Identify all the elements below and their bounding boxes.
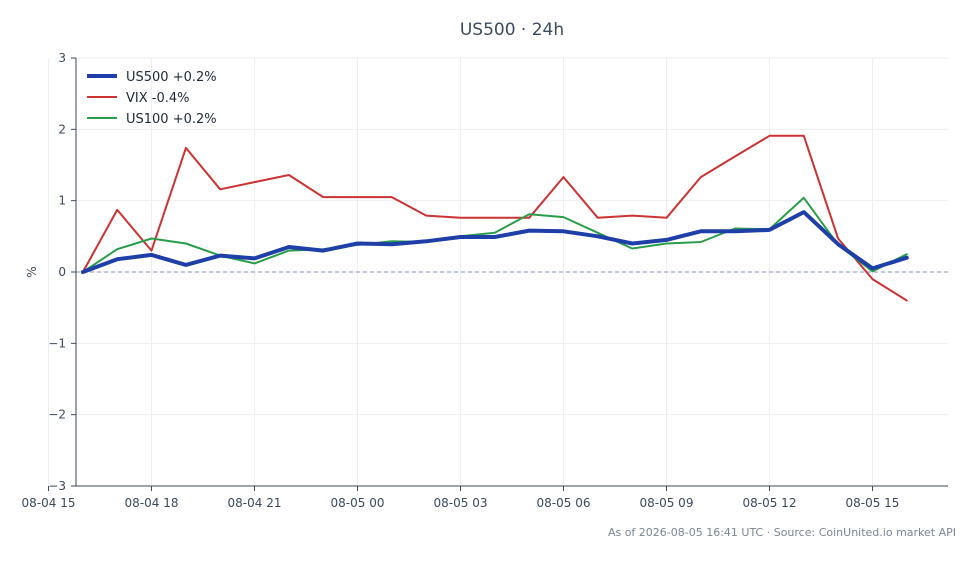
y-tick-label: 0 (58, 265, 66, 279)
axes: −3 −2 −1 0 1 2 3 08-04 15 08-04 18 08-04 21 08-05 … (22, 51, 948, 510)
x-tick-label: 08-05 09 (640, 496, 694, 510)
grid (48, 57, 948, 487)
series-group (80, 134, 909, 302)
y-tick-label: −3 (48, 479, 66, 493)
x-tick-label: 08-05 06 (537, 496, 591, 510)
legend-label: VIX -0.4% (126, 91, 189, 106)
y-tick-label: 3 (58, 51, 66, 65)
source-footnote: As of 2026-08-05 16:41 UTC · Source: Coi… (607, 526, 956, 539)
x-tick-label: 08-04 18 (125, 496, 179, 510)
x-tick-label: 08-05 03 (434, 496, 488, 510)
legend-label: US100 +0.2% (126, 112, 217, 127)
legend: US500 +0.2% VIX -0.4% US100 +0.2% (87, 70, 217, 127)
x-tick-label: 08-05 12 (743, 496, 797, 510)
x-tick-label: 08-05 15 (845, 496, 899, 510)
y-tick-label: 2 (58, 122, 66, 136)
chart-title: US500 · 24h (459, 20, 565, 40)
x-tick-label: 08-04 15 (22, 496, 76, 510)
series-line-1 (81, 134, 908, 302)
y-tick-label: −2 (48, 408, 66, 422)
series-line-0 (80, 210, 909, 274)
y-tick-label: 1 (58, 194, 66, 208)
legend-label: US500 +0.2% (126, 70, 217, 85)
x-tick-label: 08-05 00 (331, 496, 385, 510)
x-tick-label: 08-04 21 (228, 496, 282, 510)
y-tick-label: −1 (48, 336, 66, 350)
y-axis-label: % (25, 266, 39, 277)
